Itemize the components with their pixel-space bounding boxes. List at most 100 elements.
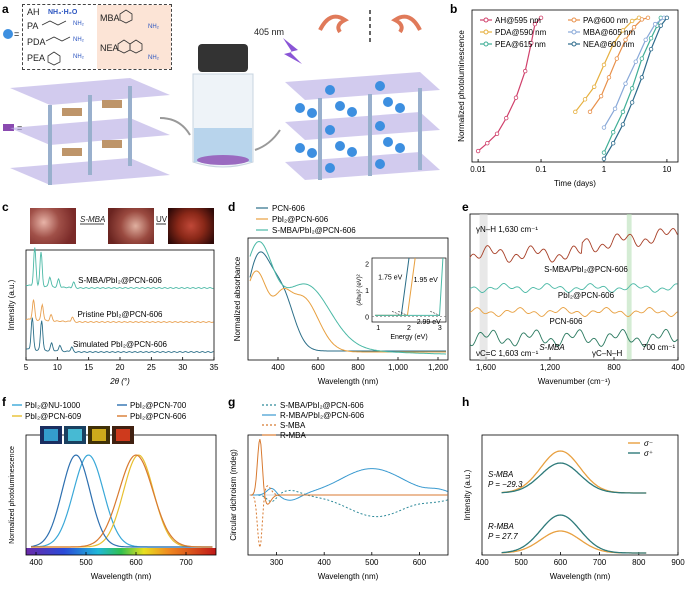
light-wavelength: 405 nm	[254, 27, 285, 37]
b-series-5-line	[603, 17, 668, 160]
d-legend-2: S-MBA/PbI₂@PCN-606	[272, 226, 356, 235]
molecule-box	[22, 4, 172, 70]
nh2-pea: NH₂	[73, 54, 84, 60]
f-ylabel: Normalized photoluminescence	[9, 446, 16, 544]
b-legend-marker-0	[483, 17, 489, 23]
b-series-0-point	[494, 131, 500, 136]
b-legend-marker-5	[571, 41, 577, 47]
pbi2-block-icon	[3, 124, 14, 131]
b-series-3-point	[614, 56, 620, 61]
chart-h: 400 500 600 700 800 900 Wavelength (nm) Intensi…	[463, 434, 685, 581]
step-uv: UV	[156, 215, 168, 224]
b-legend-1: PDA@590 nm	[495, 28, 547, 37]
c-xtick-label-4: 25	[147, 363, 156, 372]
ball-equals: =	[14, 29, 19, 39]
b-series-1-point	[629, 18, 635, 24]
d-xtick-label-3: 1,000	[388, 363, 409, 372]
amine-balls	[295, 81, 405, 173]
d-inset-ylabel: (Ahν)² (eV)²	[357, 274, 363, 305]
b-series-4-point	[623, 81, 628, 86]
d-inset-ytick-2: 2	[365, 261, 369, 268]
chart-f: 400 500 600 700 Wavelength (nm) Normalized ph…	[9, 401, 217, 581]
nh2-nea: NH₂	[148, 55, 159, 61]
b-series-5-point	[629, 100, 635, 105]
panel-a: a AH NH₃·H₂O PA PDA PEA MBA NEA NH₂ NH₂ …	[0, 0, 440, 195]
h-ylabel: Intensity (a.u.)	[463, 469, 472, 520]
b-series-5-point	[601, 156, 607, 162]
plot-frame	[469, 213, 679, 361]
b-series-5-point	[664, 15, 670, 21]
panel-h: h 400 500 600 700 800 900 Wavelength (nm) Inten…	[456, 395, 685, 587]
amine-ball-icon	[3, 29, 13, 39]
micrograph-2	[108, 208, 154, 244]
cpl-right-icon	[391, 14, 422, 34]
panel-b: b 0.01 0.1 1 10 Time (days) Normalized photol…	[440, 0, 685, 195]
b-series-3-point	[639, 17, 645, 22]
micrograph-1	[30, 208, 76, 244]
panel-g: g 300 400 500 600 Wavelength (nm) Circular di…	[222, 395, 454, 587]
b-series-3-point	[623, 37, 628, 42]
f-legend-3: PbI₂@PCN-606	[130, 412, 187, 421]
d-inset-ann-2: 2.99 eV	[417, 319, 441, 326]
d-legend-0: PCN-606	[272, 204, 305, 213]
b-legend-2: PEA@615 nm	[495, 40, 546, 49]
nea-ring2	[129, 39, 143, 54]
b-series-1-point	[592, 84, 597, 89]
e-band-1	[479, 214, 488, 360]
mol-pea: PEA	[27, 53, 46, 63]
b-xtick-label-1: 0.1	[535, 165, 547, 174]
g-legend-3: R-MBA	[280, 431, 306, 440]
h-xtick-label-3: 700	[593, 558, 607, 567]
f-xtick-label-0: 400	[29, 558, 43, 567]
b-series-5-point	[648, 46, 654, 52]
e-series-label-3: S-MBA	[539, 343, 564, 352]
c-series-label-2: Simulated PbI₂@PCN-606	[73, 340, 167, 349]
d-inset-xtick-1: 2	[407, 325, 411, 332]
g-xtick-label-1: 400	[318, 558, 332, 567]
panel-c: c 5 10 15 20 25 30 35 2θ (°) Intensity (a.u.) S-M…	[0, 200, 220, 390]
pea-ring	[47, 51, 61, 66]
b-series-0-point	[538, 15, 544, 21]
b-series-4-point	[652, 21, 658, 27]
h-xlabel: Wavelength (nm)	[550, 572, 611, 581]
b-series-3-point	[606, 75, 612, 80]
b-xlabel: Time (days)	[554, 179, 596, 188]
b-series-2-point	[639, 56, 645, 61]
h-xtick-label-2: 600	[554, 558, 568, 567]
b-series-0-point	[475, 148, 481, 154]
vial-cap	[198, 44, 248, 72]
nh2-mba: NH₂	[148, 24, 159, 30]
e-series-label-1: PbI₂@PCN-606	[558, 291, 615, 300]
d-inset-xlabel: Energy (eV)	[390, 334, 427, 341]
b-series-1-point	[573, 109, 578, 115]
g-series-3-line	[250, 438, 448, 505]
b-series-3-point	[645, 15, 651, 21]
b-series-5-point	[620, 122, 626, 127]
e-series-3-line	[469, 328, 678, 347]
f-series-1-line	[31, 454, 213, 548]
b-series-0-point	[504, 115, 509, 121]
e-ann-cnh: γC–N–H	[592, 349, 622, 358]
c-series-label-0: S-MBA/PbI₂@PCN-606	[78, 276, 162, 285]
pda-skeleton	[45, 36, 71, 42]
b-legend-marker-1	[483, 29, 489, 35]
c-series-0-line	[25, 247, 214, 289]
h-label-sp: P = −29.3	[488, 480, 523, 489]
b-series-3-point	[587, 109, 593, 115]
b-series-3-point	[598, 93, 604, 99]
e-ann-cc: νC=C 1,603 cm⁻¹	[476, 349, 539, 358]
b-series-5-point	[639, 75, 645, 80]
b-legend-marker-2	[483, 41, 489, 47]
panel-e: e 1,600 1,200 800 400 Wavenumber (cm⁻¹) S-MBA…	[456, 200, 685, 390]
vial-crystals	[197, 155, 249, 165]
f-legend-1: PbI₂@PCN-609	[25, 412, 82, 421]
h-legend-1: σ⁺	[644, 449, 653, 458]
nea-ring	[117, 39, 131, 54]
h-label-rp: P = 27.7	[488, 532, 518, 541]
f-xlabel: Wavelength (nm)	[91, 572, 152, 581]
b-series-5-point	[610, 140, 616, 146]
e-series-1-line	[469, 283, 678, 293]
h-group-0-series-0-line	[501, 450, 647, 494]
c-xtick-label-3: 20	[116, 363, 125, 372]
c-series-2-line	[25, 317, 214, 353]
